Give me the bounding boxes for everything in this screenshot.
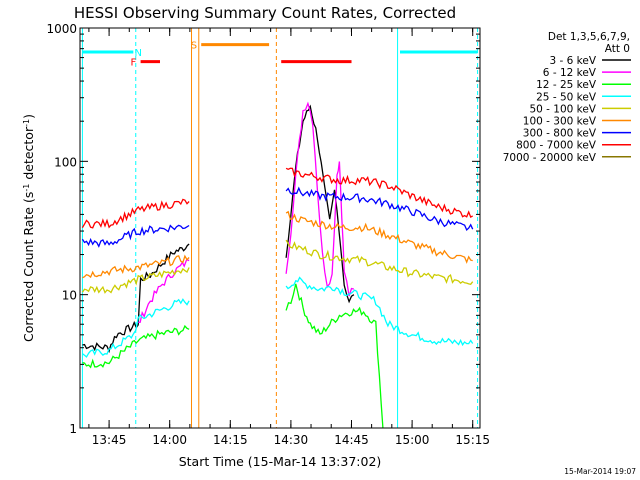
legend-entry-label-1: 6 - 12 keV [543, 67, 597, 79]
flag-label-4: S [191, 41, 197, 52]
series-line-1-0 [138, 258, 190, 323]
legend-entry-label-6: 300 - 800 keV [523, 128, 597, 140]
legend-entry-label-3: 25 - 50 keV [536, 91, 597, 103]
flag-label-0: N [134, 48, 141, 59]
series-line-1-1 [285, 101, 355, 297]
series-line-5-0 [82, 254, 190, 279]
y-tick-label-0: 1 [69, 422, 77, 436]
series-line-6-0 [81, 224, 190, 248]
series-line-7-1 [285, 167, 474, 219]
series-line-7-0 [81, 198, 190, 229]
x-tick-label-1: 14:00 [152, 433, 187, 447]
legend-header-2: Att 0 [605, 43, 630, 55]
y-axis-label-mid: detector [21, 126, 36, 184]
legend-entry-label-7: 800 - 7000 keV [516, 140, 597, 152]
x-tick-label-3: 14:30 [274, 433, 309, 447]
legend-entry-label-5: 100 - 300 keV [523, 116, 597, 128]
x-tick-label-4: 14:45 [334, 433, 369, 447]
series-line-2-1 [285, 283, 388, 428]
series-line-4-1 [285, 239, 474, 286]
x-axis-label: Start Time (15-Mar-14 13:37:02) [179, 454, 382, 469]
x-tick-label-6: 15:15 [455, 433, 490, 447]
series-line-4-0 [81, 267, 190, 294]
series-line-3-0 [82, 298, 190, 358]
plot-frame [79, 27, 481, 429]
series-line-5-1 [285, 210, 473, 264]
observing-flags: NF S [82, 41, 478, 69]
y-axis: 1 10 100 1000 [46, 22, 480, 436]
y-tick-label-1: 10 [62, 289, 77, 303]
x-tick-label-0: 13:45 [92, 433, 127, 447]
y-axis-label-sup1: -1 [22, 184, 31, 192]
x-tick-label-5: 15:00 [395, 433, 430, 447]
legend-header-1: Det 1,3,5,6,7,9, [548, 31, 630, 43]
legend-entry-label-8: 7000 - 20000 keV [503, 152, 597, 164]
marker-lines [81, 28, 479, 428]
y-axis-label-sup2: -1 [22, 119, 31, 127]
series-line-3-1 [285, 276, 474, 347]
x-axis: 13:45 14:00 14:15 14:30 14:45 15:00 15:15 [88, 28, 490, 447]
legend-entry-label-2: 12 - 25 keV [536, 79, 597, 91]
y-tick-label-3: 1000 [46, 22, 77, 36]
legend-entry-label-0: 3 - 6 keV [549, 55, 596, 67]
y-axis-label: Corrected Count Rate (s-1 detector-1) [21, 114, 36, 342]
x-tick-label-2: 14:15 [213, 433, 248, 447]
y-axis-label-end: ) [21, 114, 36, 119]
chart-title: HESSI Observing Summary Count Rates, Cor… [74, 4, 456, 22]
footer-timestamp: 15-Mar-2014 19:07 [564, 467, 636, 476]
y-tick-label-2: 100 [54, 155, 77, 169]
series-line-2-0 [82, 324, 190, 369]
flag-label-2: F [130, 58, 136, 69]
series-line-6-1 [285, 186, 474, 231]
legend-entry-label-4: 50 - 100 keV [529, 103, 596, 115]
y-axis-label-main: Corrected Count Rate (s [21, 192, 36, 342]
series-lines [81, 101, 474, 428]
